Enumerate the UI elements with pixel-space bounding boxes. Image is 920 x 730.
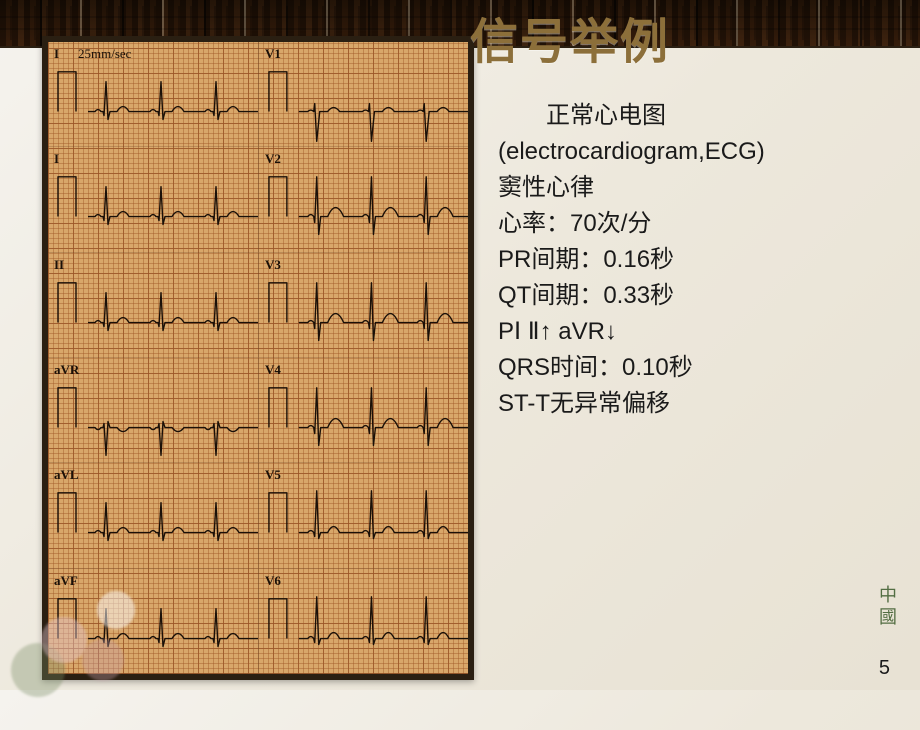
info-text: 正常心电图 [498,98,666,134]
ecg-row: V1 [259,42,468,147]
decorative-floral [0,530,220,730]
ecg-trace [48,253,258,357]
decorative-stamp: 中國 [856,572,900,642]
info-line-8: QRS时间：0.10秒 [498,350,898,386]
ecg-row: aVR [48,358,258,463]
info-line-4: 心率：70次/分 [498,206,898,242]
info-line-6: QT间期：0.33秒 [498,278,898,314]
ecg-row: V4 [259,358,468,463]
ecg-row: II [48,253,258,358]
ecg-row: V6 [259,569,468,674]
ecg-info-block: 正常心电图 (electrocardiogram,ECG) 窦性心律 心率：70… [498,98,898,422]
ecg-row: V5 [259,463,468,568]
ecg-trace [48,358,258,462]
ecg-trace [259,358,468,462]
ecg-row: V2 [259,147,468,252]
ecg-trace [259,42,468,146]
ecg-trace [259,147,468,251]
slide-title: 信号举例 [470,2,670,72]
page-number: 5 [879,657,890,680]
info-line-2: (electrocardiogram,ECG) [498,134,898,170]
info-line-1: 正常心电图 [498,98,898,134]
ecg-row: I25mm/sec [48,42,258,147]
info-line-3: 窦性心律 [498,170,898,206]
info-line-5: PR间期：0.16秒 [498,242,898,278]
ecg-trace [48,147,258,251]
info-line-9: ST-T无异常偏移 [498,386,898,422]
ecg-trace [259,253,468,357]
info-line-7: PⅠ Ⅱ↑ aVR↓ [498,314,898,350]
ecg-trace [48,42,258,146]
ecg-row: V3 [259,253,468,358]
ecg-row: I [48,147,258,252]
ecg-trace [259,569,468,673]
ecg-right-column: V1V2V3V4V5V6 [258,42,468,674]
ecg-trace [259,463,468,567]
decorative-top-border-inner [0,6,920,40]
